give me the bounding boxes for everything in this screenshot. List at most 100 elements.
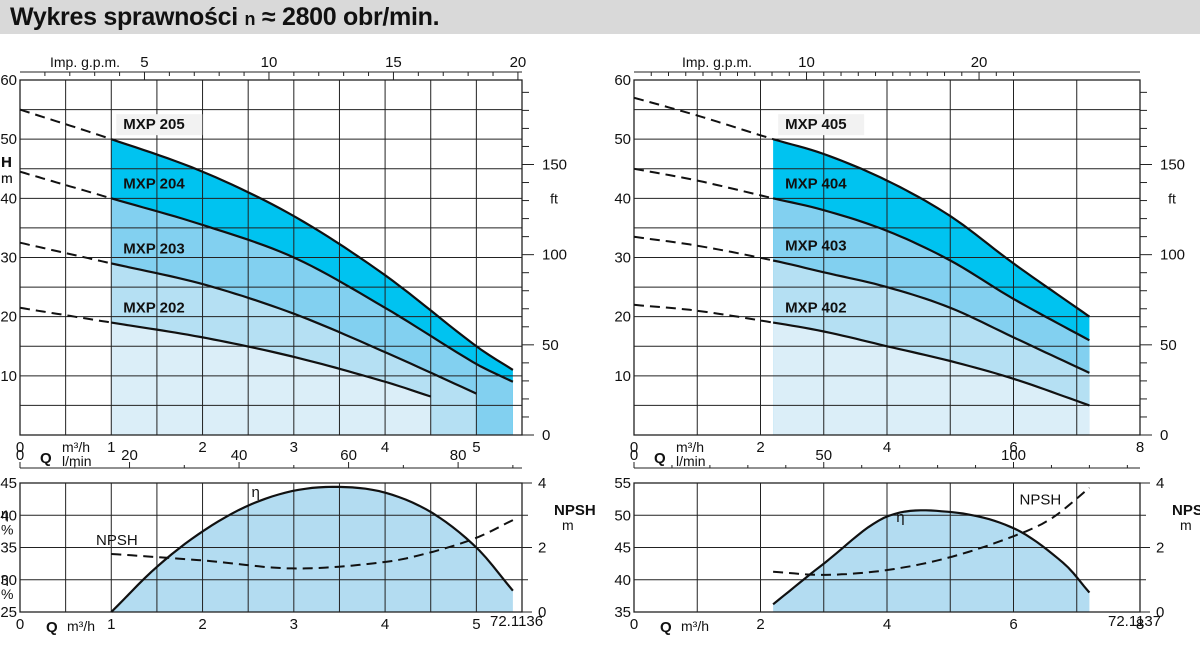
y-tick-label: 50 (0, 131, 17, 148)
ft-tick-label: 0 (542, 427, 550, 444)
series-label: MXP 403 (785, 237, 846, 254)
y-axis-label: H (1, 154, 12, 171)
head-curve-mxp-203 (111, 262, 477, 395)
y-tick-label: 35 (614, 604, 631, 621)
lpm-tick-label: 0 (16, 447, 24, 464)
head-curve-mxp-403 (772, 259, 1090, 374)
plot-frame (633, 79, 1141, 436)
npsh-tick-label: 4 (538, 475, 546, 492)
x-tick-label: 4 (883, 439, 891, 456)
y-tick-label: 30 (614, 250, 631, 267)
eta-axis-unit: % (1, 586, 13, 602)
npsh-tick-label: 0 (538, 604, 546, 621)
x-tick-label: 1 (107, 616, 115, 633)
eta-axis-label: η (1, 505, 9, 521)
series-label: MXP 202 (123, 300, 184, 317)
x-tick-label: 3 (290, 439, 298, 456)
y-tick-label: 50 (614, 507, 631, 524)
ft-tick-label: 150 (1160, 156, 1185, 173)
q-label: Q (654, 450, 666, 467)
x-tick-label: 0 (16, 616, 24, 633)
y-axis-label: H (1, 154, 12, 171)
npsh-axis-label: NPSH (554, 502, 596, 519)
efficiency-area (773, 510, 1090, 612)
y-tick-label: 45 (0, 475, 17, 492)
lpm-tick-label: 0 (630, 447, 638, 464)
gpm-tick-label: 20 (510, 54, 527, 71)
npsh-axis-unit: m (1180, 517, 1192, 533)
eta-axis-label: η (1, 570, 9, 586)
npsh-curve-label: NPSH (96, 532, 138, 549)
shutoff-dash-mxp-205 (19, 108, 112, 141)
series-label: MXP 203 (123, 240, 184, 257)
head-curve-mxp-204 (110, 197, 514, 383)
chart-title: Wykres sprawności n ≈ 2800 obr/min. (10, 3, 440, 31)
head-curve-mxp-402 (772, 321, 1090, 407)
y-axis-unit: m (1, 170, 13, 186)
drawing-code: 72.1137 (1108, 613, 1161, 630)
eta-curve-label: η (251, 484, 259, 501)
x-tick-label: 3 (290, 616, 298, 633)
band-mxp-402 (773, 322, 1090, 435)
y-tick-label: 30 (0, 572, 17, 589)
lpm-unit-label: l/min (62, 453, 92, 469)
ft-unit-label: ft (550, 190, 558, 206)
lpm-tick-label: 100 (1001, 447, 1026, 464)
y-tick-label: 10 (0, 368, 17, 385)
eta-curve-label: η (896, 509, 904, 526)
x-tick-label: 4 (381, 616, 389, 633)
shutoff-dash-mxp-405 (633, 96, 774, 141)
npsh-axis-unit: m (562, 517, 574, 533)
series-label-bg (116, 114, 203, 136)
x-tick-label: 0 (16, 439, 24, 456)
y-tick-label: 35 (0, 540, 17, 557)
plot-frame (19, 79, 523, 436)
shutoff-dash-mxp-402 (633, 303, 774, 324)
x-tick-label: 4 (381, 439, 389, 456)
ft-tick-label: 150 (542, 156, 567, 173)
x-tick-label: 2 (198, 616, 206, 633)
band-mxp-202 (111, 322, 431, 435)
gpm-tick-label: 20 (971, 54, 988, 71)
y-tick-label: 45 (614, 540, 631, 557)
series-label: MXP 405 (785, 116, 846, 133)
head-curve-mxp-205 (110, 138, 514, 371)
x-tick-label: 8 (1136, 616, 1144, 633)
x-tick-label: 4 (883, 616, 891, 633)
efficiency-curve (110, 485, 514, 613)
x-tick-label: 2 (198, 439, 206, 456)
x-tick-label: 1 (107, 439, 115, 456)
gpm-tick-label: 15 (385, 54, 402, 71)
x-tick-label: 8 (1136, 439, 1144, 456)
gpm-unit-label: Imp. g.p.m. (50, 54, 120, 70)
series-label: MXP 404 (785, 175, 847, 192)
series-label: MXP 402 (785, 300, 846, 317)
efficiency-area (111, 486, 513, 612)
ft-tick-label: 50 (542, 337, 559, 354)
right-eff-chart: 024683540455055η%024NPSHmQm³/h72.1137ηNP… (1, 475, 1200, 636)
y-tick-label: 20 (0, 309, 17, 326)
shutoff-dash-mxp-404 (633, 167, 774, 200)
y-axis-unit: m (1, 170, 13, 186)
head-curve-mxp-405 (772, 138, 1091, 318)
npsh-axis-label: NPSH (1172, 502, 1200, 519)
lpm-tick-label: 20 (121, 447, 138, 464)
q-unit: m³/h (67, 618, 95, 634)
x-tick-label: 5 (472, 616, 480, 633)
gpm-tick-label: 5 (140, 54, 148, 71)
lpm-tick-label: 40 (231, 447, 248, 464)
lpm-tick-label: 50 (815, 447, 832, 464)
x-tick-label: 0 (630, 616, 638, 633)
ft-unit-label: ft (1168, 190, 1176, 206)
y-tick-label: 20 (614, 309, 631, 326)
y-tick-label: 40 (0, 190, 17, 207)
y-tick-label: 55 (614, 475, 631, 492)
npsh-curve (111, 519, 514, 570)
y-tick-label: 25 (0, 604, 17, 621)
x-tick-label: 0 (630, 439, 638, 456)
npsh-tick-label: 0 (1156, 604, 1164, 621)
ft-tick-label: 100 (542, 247, 567, 264)
series-label-bg (778, 114, 865, 136)
